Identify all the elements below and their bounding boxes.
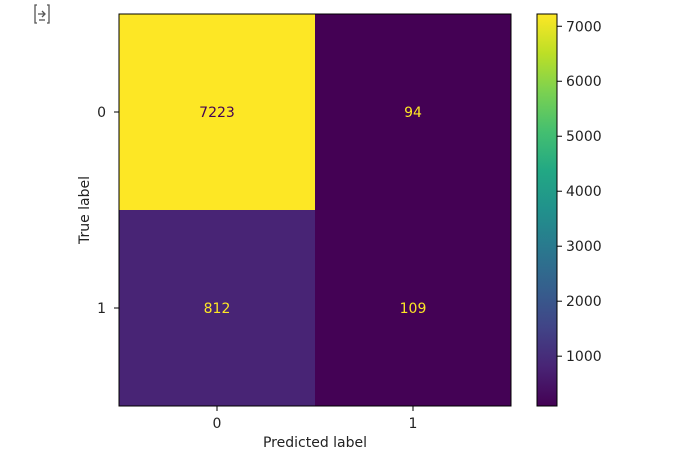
cell-value-1-1: 109 <box>400 301 427 317</box>
x-tick-label-1: 1 <box>409 416 418 432</box>
x-tick-label-0: 0 <box>213 416 222 432</box>
colorbar-tick-label-3000: 3000 <box>566 239 602 255</box>
colorbar-tick-label-5000: 5000 <box>566 129 602 145</box>
colorbar-tick-label-1000: 1000 <box>566 349 602 365</box>
cell-value-0-0: 7223 <box>199 105 235 121</box>
plot-frame <box>118 13 512 407</box>
colorbar-tick-label-4000: 4000 <box>566 184 602 200</box>
colorbar-tick-label-6000: 6000 <box>566 74 602 90</box>
cell-value-0-1: 94 <box>404 105 422 121</box>
y-axis-label: True label <box>77 176 93 245</box>
x-axis-label: Predicted label <box>263 435 367 451</box>
matrix-cell-0-0 <box>119 14 315 210</box>
matrix-cells <box>119 14 511 406</box>
colorbar-tick-label-2000: 2000 <box>566 294 602 310</box>
matrix-cell-0-1 <box>315 14 511 210</box>
y-tick-label-1: 1 <box>97 301 106 317</box>
matrix-cell-1-1 <box>315 210 511 406</box>
y-tick-label-0: 0 <box>97 105 106 121</box>
colorbar-tick-label-7000: 7000 <box>566 19 602 35</box>
cell-value-1-0: 812 <box>204 301 231 317</box>
collapse-output-icon[interactable] <box>33 3 51 25</box>
matrix-cell-1-0 <box>119 210 315 406</box>
colorbar <box>537 14 557 406</box>
colorbar-ticks: 1000 2000 3000 4000 5000 6000 7000 <box>557 19 602 365</box>
colorbar-frame <box>536 13 558 407</box>
